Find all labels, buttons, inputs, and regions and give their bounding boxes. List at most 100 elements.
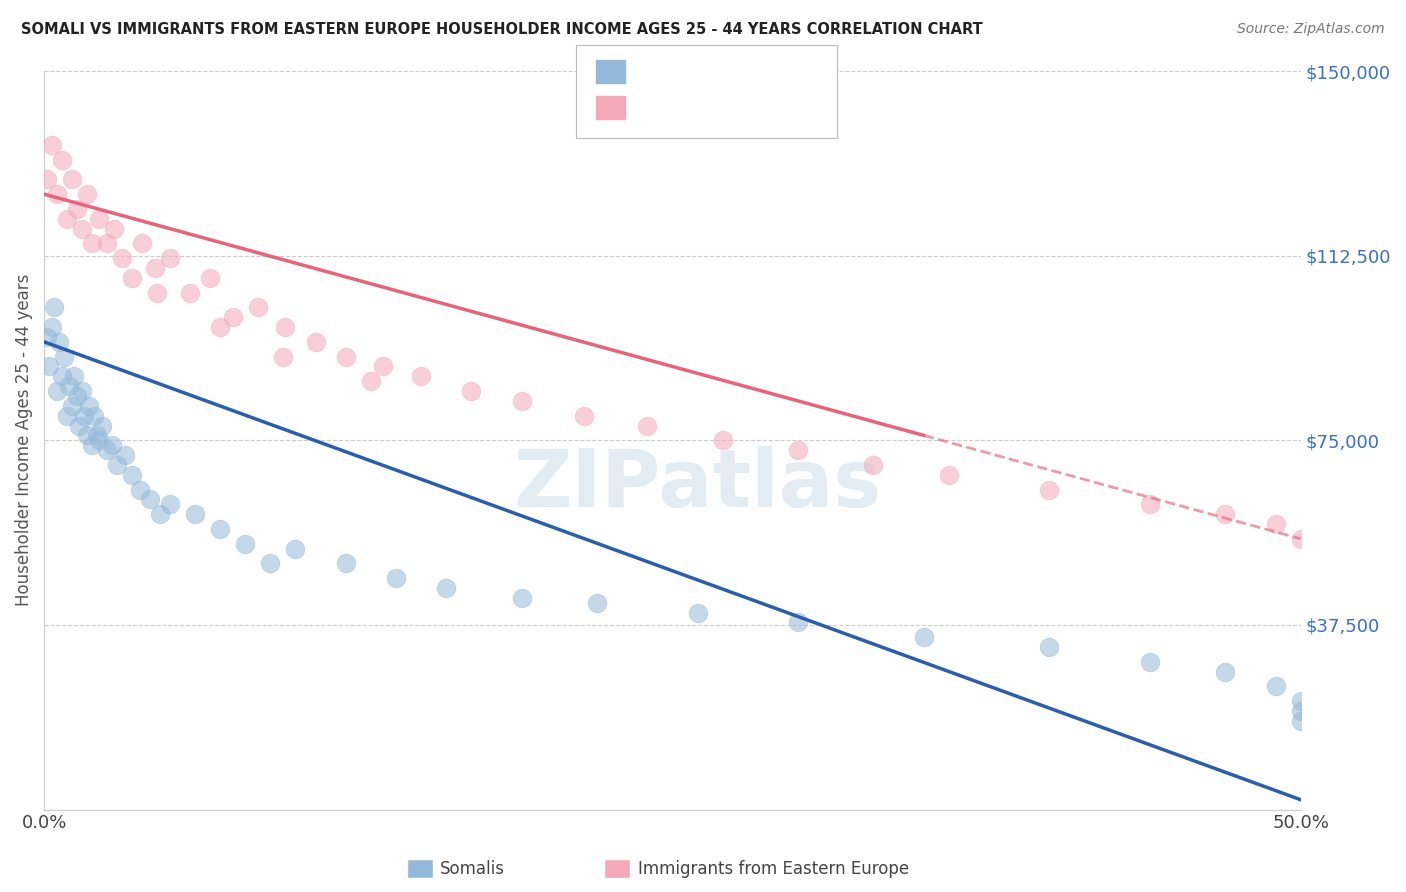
Point <box>45 187 67 202</box>
Point <box>96 443 118 458</box>
Point <box>67 418 90 433</box>
Point <box>787 615 810 630</box>
Text: -0.652: -0.652 <box>668 98 725 116</box>
Point <box>787 443 810 458</box>
Point <box>1139 497 1161 511</box>
Point <box>89 434 111 448</box>
Point <box>35 172 58 186</box>
Point <box>208 320 231 334</box>
Point <box>938 467 960 482</box>
Text: SOMALI VS IMMIGRANTS FROM EASTERN EUROPE HOUSEHOLDER INCOME AGES 25 - 44 YEARS C: SOMALI VS IMMIGRANTS FROM EASTERN EUROPE… <box>21 22 983 37</box>
Point <box>409 369 432 384</box>
Point <box>58 379 80 393</box>
Point <box>55 211 77 226</box>
Point <box>66 202 89 216</box>
Point <box>70 221 93 235</box>
Y-axis label: Householder Income Ages 25 - 44 years: Householder Income Ages 25 - 44 years <box>15 274 32 607</box>
Point <box>274 320 297 334</box>
Point <box>574 409 596 423</box>
Point <box>233 537 256 551</box>
Point <box>385 571 408 585</box>
Point <box>259 557 281 571</box>
Point <box>208 522 231 536</box>
Point <box>159 497 181 511</box>
Point <box>66 389 89 403</box>
Point <box>51 153 73 167</box>
Point <box>159 251 181 265</box>
Point <box>1289 532 1312 546</box>
Point <box>146 285 169 300</box>
Point <box>63 369 86 384</box>
Point <box>221 310 243 325</box>
Text: Immigrants from Eastern Europe: Immigrants from Eastern Europe <box>638 860 910 878</box>
Point <box>73 409 96 423</box>
Point <box>35 330 58 344</box>
Point <box>1289 714 1312 728</box>
Point <box>246 301 269 315</box>
Point <box>80 438 103 452</box>
Point <box>373 359 395 374</box>
Point <box>510 591 533 605</box>
Point <box>103 221 125 235</box>
Point <box>138 492 160 507</box>
Point <box>121 270 143 285</box>
Point <box>1289 694 1312 708</box>
Point <box>335 350 357 364</box>
Text: R =: R = <box>634 62 673 80</box>
Point <box>105 458 128 472</box>
Point <box>686 606 709 620</box>
Point <box>53 350 76 364</box>
Point <box>143 260 166 275</box>
Point <box>711 434 734 448</box>
Point <box>89 211 111 226</box>
Point <box>96 236 118 251</box>
Point <box>55 409 77 423</box>
Point <box>335 557 357 571</box>
Point <box>76 428 98 442</box>
Point <box>586 596 609 610</box>
Point <box>271 350 294 364</box>
Point <box>48 334 70 349</box>
Point <box>912 630 935 644</box>
Text: Source: ZipAtlas.com: Source: ZipAtlas.com <box>1237 22 1385 37</box>
Point <box>184 507 207 521</box>
Text: N =: N = <box>735 98 775 116</box>
Point <box>41 320 63 334</box>
Text: ZIPatlas: ZIPatlas <box>513 446 882 524</box>
Point <box>284 541 307 556</box>
Point <box>1139 655 1161 669</box>
Point <box>86 428 108 442</box>
Point <box>434 581 457 595</box>
Point <box>1038 640 1060 654</box>
Text: Somalis: Somalis <box>440 860 505 878</box>
Point <box>1213 507 1236 521</box>
Point <box>360 374 382 388</box>
Text: 52: 52 <box>766 62 792 80</box>
Text: N =: N = <box>735 62 775 80</box>
Point <box>131 236 153 251</box>
Point <box>51 369 73 384</box>
Point <box>111 251 134 265</box>
Text: R =: R = <box>634 98 673 116</box>
Point <box>1264 680 1286 694</box>
Point <box>114 448 136 462</box>
Point <box>636 418 658 433</box>
Point <box>149 507 172 521</box>
Point <box>1289 704 1312 718</box>
Point <box>128 483 150 497</box>
Point <box>510 393 533 408</box>
Point <box>198 270 221 285</box>
Point <box>1264 516 1286 531</box>
Point <box>41 137 63 152</box>
Text: 44: 44 <box>766 98 792 116</box>
Point <box>80 236 103 251</box>
Point <box>460 384 482 398</box>
Point <box>121 467 143 482</box>
Point <box>60 172 83 186</box>
Point <box>83 409 105 423</box>
Point <box>101 438 124 452</box>
Point <box>304 334 326 349</box>
Text: -0.608: -0.608 <box>668 62 725 80</box>
Point <box>862 458 884 472</box>
Point <box>90 418 112 433</box>
